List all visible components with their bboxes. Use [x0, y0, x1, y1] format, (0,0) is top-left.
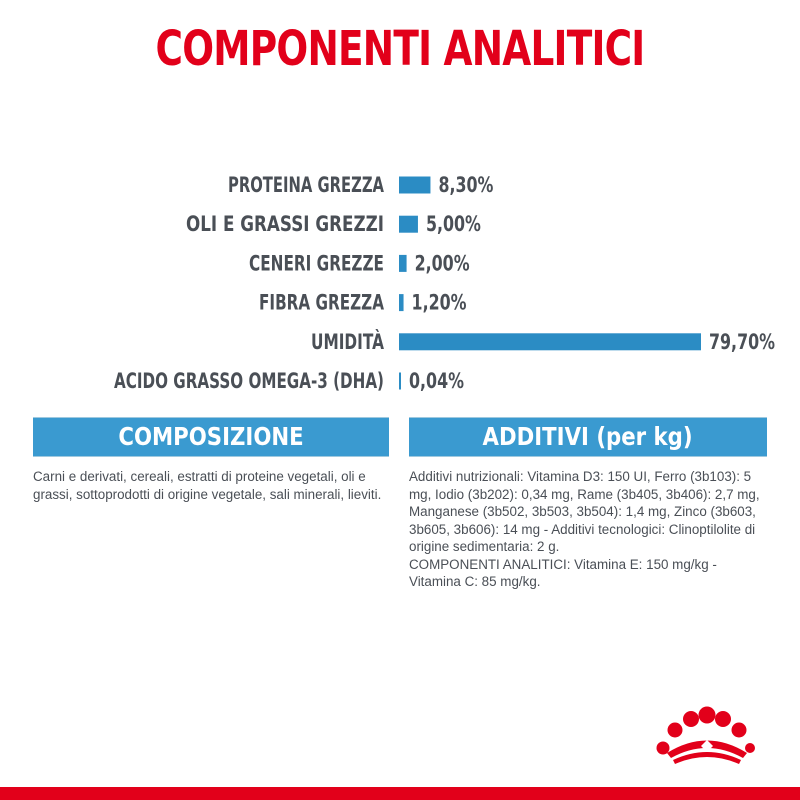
- composizione-header: COMPOSIZIONE: [33, 417, 389, 457]
- bar: [399, 254, 407, 272]
- bar-value-label: 0,04%: [409, 369, 464, 393]
- bar-label: UMIDITÀ: [311, 329, 385, 354]
- nutrient-bar-chart: PROTEINA GREZZA 8,30% OLI E GRASSI GREZZI 5…: [114, 173, 775, 393]
- bar: [399, 372, 401, 390]
- bar: [399, 294, 404, 312]
- bar-label: OLI E GRASSI GREZZI: [186, 212, 384, 236]
- bar-value-label: 8,30%: [438, 173, 493, 197]
- bar-label: PROTEINA GREZZA: [228, 173, 385, 197]
- additivi-header: ADDITIVI (per kg): [409, 417, 767, 457]
- bar-value-label: 5,00%: [426, 212, 481, 236]
- bar-label: CENERI GREZZE: [249, 251, 384, 275]
- additivi-text: Additivi nutrizionali: Vitamina D3: 150 …: [409, 468, 765, 591]
- bar-value-label: 79,70%: [709, 330, 775, 354]
- composizione-text: Carni e derivati, cereali, estratti di p…: [33, 469, 382, 502]
- additivi-text-nutrizionali: Additivi nutrizionali: Vitamina D3: 150 …: [409, 469, 760, 554]
- bar-label: ACIDO GRASSO OMEGA-3 (DHA): [114, 369, 384, 393]
- crown-icon: [656, 706, 755, 764]
- bar: [399, 176, 431, 194]
- additivi-text-analitici: COMPONENTI ANALITICI: Vitamina E: 150 mg…: [409, 556, 717, 590]
- bar: [399, 215, 418, 233]
- bar: [399, 333, 701, 351]
- bar-label: FIBRA GREZZA: [259, 291, 385, 315]
- footer-bar: [0, 787, 800, 800]
- composizione-title: COMPOSIZIONE: [118, 422, 304, 451]
- additivi-title: ADDITIVI (per kg): [482, 422, 694, 451]
- bar-value-label: 1,20%: [412, 291, 467, 315]
- page-title: COMPONENTI ANALITICI: [155, 21, 646, 77]
- bar-value-label: 2,00%: [415, 251, 470, 275]
